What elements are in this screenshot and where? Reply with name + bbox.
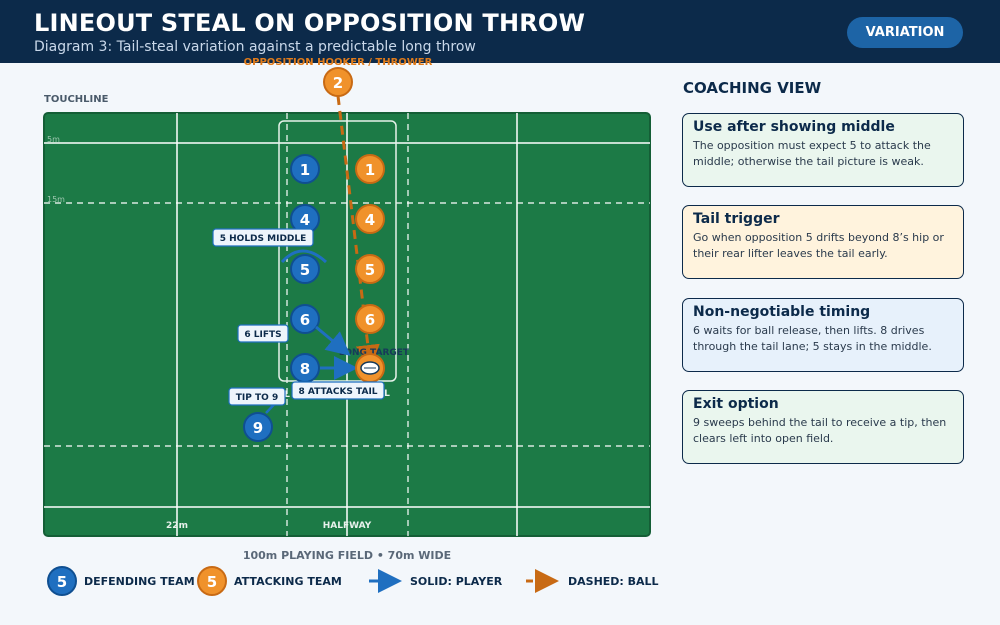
svg-text:4: 4: [300, 211, 310, 229]
variation-button[interactable]: VARIATION: [847, 17, 963, 48]
twentytwo-label: 22m: [166, 521, 188, 531]
defender-1: 1: [290, 154, 320, 184]
svg-text:1: 1: [365, 161, 375, 179]
page-subtitle: Diagram 3: Tail-steal variation against …: [34, 39, 476, 55]
thrower-marker: 2: [323, 67, 353, 97]
five-metre-label: 5m: [47, 135, 60, 144]
card-body: 6 waits for ball release, then lifts. 8 …: [693, 324, 932, 353]
card-exit-option: Exit option 9 sweeps behind the tail to …: [682, 390, 964, 464]
card-title: Non-negotiable timing: [693, 304, 871, 320]
long-target-label: LONG TARGET: [339, 348, 410, 358]
five-hold-arc: [280, 249, 328, 264]
field-dimensions: 100m PLAYING FIELD • 70m WIDE: [243, 549, 451, 562]
attacker-4: 4: [355, 204, 385, 234]
tail-label-left: L: [284, 390, 290, 400]
six-lifts-tag: 6 LIFTS: [237, 324, 289, 343]
card-title: Tail trigger: [693, 211, 780, 227]
svg-text:5: 5: [57, 573, 67, 591]
svg-text:5: 5: [365, 261, 375, 279]
svg-text:6: 6: [365, 311, 375, 329]
coaching-view-title: COACHING VIEW: [683, 79, 822, 97]
svg-text:9: 9: [253, 419, 263, 437]
card-use-after-middle: Use after showing middle The opposition …: [682, 113, 964, 187]
legend-defender-label: DEFENDING TEAM: [84, 575, 195, 588]
card-body: 9 sweeps behind the tail to receive a ti…: [693, 416, 947, 445]
legend-defender-swatch: 5: [47, 566, 77, 596]
legend-dashed-label: DASHED: BALL: [568, 575, 659, 588]
holds-middle-tag: 5 HOLDS MIDDLE: [212, 228, 314, 247]
fifteen-metre-label: 15m: [47, 195, 65, 204]
six-lift-run: [315, 325, 351, 356]
touchline-label: TOUCHLINE: [44, 94, 109, 105]
svg-text:6: 6: [300, 311, 310, 329]
defender-8: 8: [290, 353, 320, 383]
svg-text:TIP TO 9: TIP TO 9: [236, 393, 278, 403]
header-bar: LINEOUT STEAL ON OPPOSITION THROW Diagra…: [0, 0, 1000, 63]
card-body: Go when opposition 5 drifts beyond 8’s h…: [693, 231, 944, 260]
attacks-tail-tag: 8 ATTACKS TAIL: [291, 381, 385, 400]
svg-text:6 LIFTS: 6 LIFTS: [244, 330, 281, 340]
card-title: Use after showing middle: [693, 119, 895, 135]
defender-6: 6: [290, 304, 320, 334]
card-timing: Non-negotiable timing 6 waits for ball r…: [682, 298, 964, 372]
defender-9: 9: [243, 412, 273, 442]
hooker-label: OPPOSITION HOOKER / THROWER: [244, 57, 433, 68]
defender-5: 5: [290, 254, 320, 284]
card-title: Exit option: [693, 396, 779, 412]
svg-text:1: 1: [300, 161, 310, 179]
svg-text:5: 5: [300, 261, 310, 279]
card-body: The opposition must expect 5 to attack t…: [693, 139, 931, 168]
svg-text:5 HOLDS MIDDLE: 5 HOLDS MIDDLE: [220, 234, 307, 244]
legend-solid-label: SOLID: PLAYER: [410, 575, 503, 588]
legend-attacker-swatch: 5: [197, 566, 227, 596]
tip-to-nine-tag: TIP TO 9: [228, 387, 286, 406]
attacker-1: 1: [355, 154, 385, 184]
svg-text:4: 4: [365, 211, 375, 229]
tail-label-right: L: [384, 389, 390, 399]
page-title: LINEOUT STEAL ON OPPOSITION THROW: [34, 9, 586, 37]
svg-text:5: 5: [207, 573, 217, 591]
svg-text:8 ATTACKS TAIL: 8 ATTACKS TAIL: [298, 387, 377, 397]
ball-marker: [355, 353, 385, 383]
attacker-5: 5: [355, 254, 385, 284]
card-tail-trigger: Tail trigger Go when opposition 5 drifts…: [682, 205, 964, 279]
attacker-6: 6: [355, 304, 385, 334]
lineout-channel: [278, 120, 397, 382]
legend-attacker-label: ATTACKING TEAM: [234, 575, 342, 588]
svg-text:2: 2: [333, 74, 343, 92]
halfway-label: HALFWAY: [323, 521, 372, 531]
svg-text:8: 8: [300, 360, 310, 378]
